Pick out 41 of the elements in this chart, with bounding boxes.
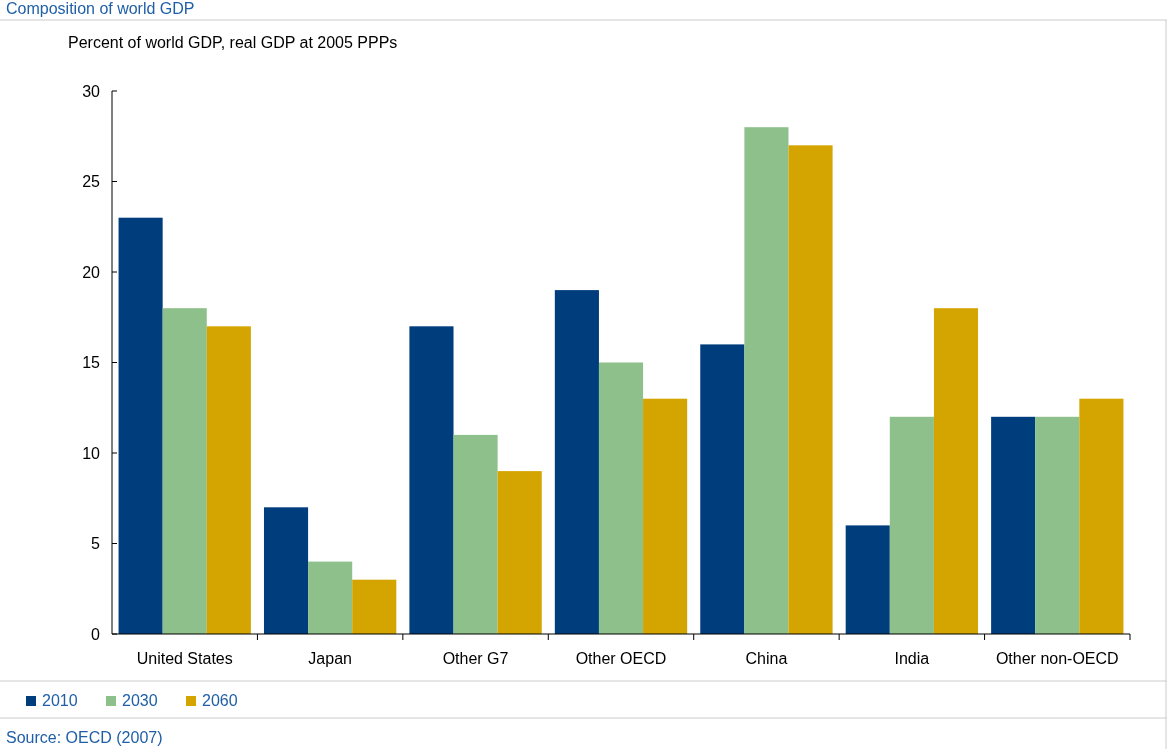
- bar: [118, 217, 163, 634]
- bar: [497, 471, 542, 634]
- bar: [1035, 416, 1080, 634]
- y-tick-label: 0: [91, 625, 101, 643]
- bar: [263, 507, 309, 634]
- y-tick-label: 15: [82, 354, 101, 372]
- legend-label: 2060: [202, 692, 238, 709]
- bar: [308, 561, 353, 634]
- bar: [1079, 398, 1124, 634]
- y-tick-label: 30: [82, 82, 101, 100]
- x-tick-label: Other non-OECD: [995, 650, 1119, 667]
- bar: [206, 326, 251, 634]
- y-tick-label: 25: [82, 173, 101, 191]
- chart-title: Composition of world GDP: [6, 0, 195, 17]
- bar: [409, 326, 454, 634]
- x-tick-label: Other G7: [442, 650, 509, 667]
- y-tick-label: 10: [82, 444, 101, 462]
- legend-label: 2030: [122, 692, 158, 709]
- x-tick-label: India: [894, 650, 930, 667]
- bar: [643, 398, 688, 634]
- bar: [162, 308, 207, 634]
- bar: [700, 344, 745, 634]
- bar: [991, 416, 1036, 634]
- x-tick-label: United States: [136, 650, 233, 667]
- y-axis-title: Percent of world GDP, real GDP at 2005 PPPs: [68, 34, 398, 51]
- bar: [352, 579, 397, 634]
- bar: [889, 416, 934, 634]
- x-tick-label: Other OECD: [575, 650, 667, 667]
- bar: [554, 290, 599, 634]
- bar: [788, 145, 833, 634]
- x-tick-label: Japan: [308, 650, 352, 667]
- source-note: Source: OECD (2007): [6, 729, 163, 746]
- bar: [598, 362, 644, 634]
- bar: [933, 308, 979, 634]
- legend-label: 2010: [42, 692, 78, 709]
- bar: [744, 127, 789, 634]
- y-tick-label: 5: [91, 535, 101, 553]
- bar: [845, 525, 890, 634]
- bar: [453, 434, 498, 634]
- x-tick-label: China: [745, 650, 788, 667]
- y-tick-label: 20: [82, 263, 101, 281]
